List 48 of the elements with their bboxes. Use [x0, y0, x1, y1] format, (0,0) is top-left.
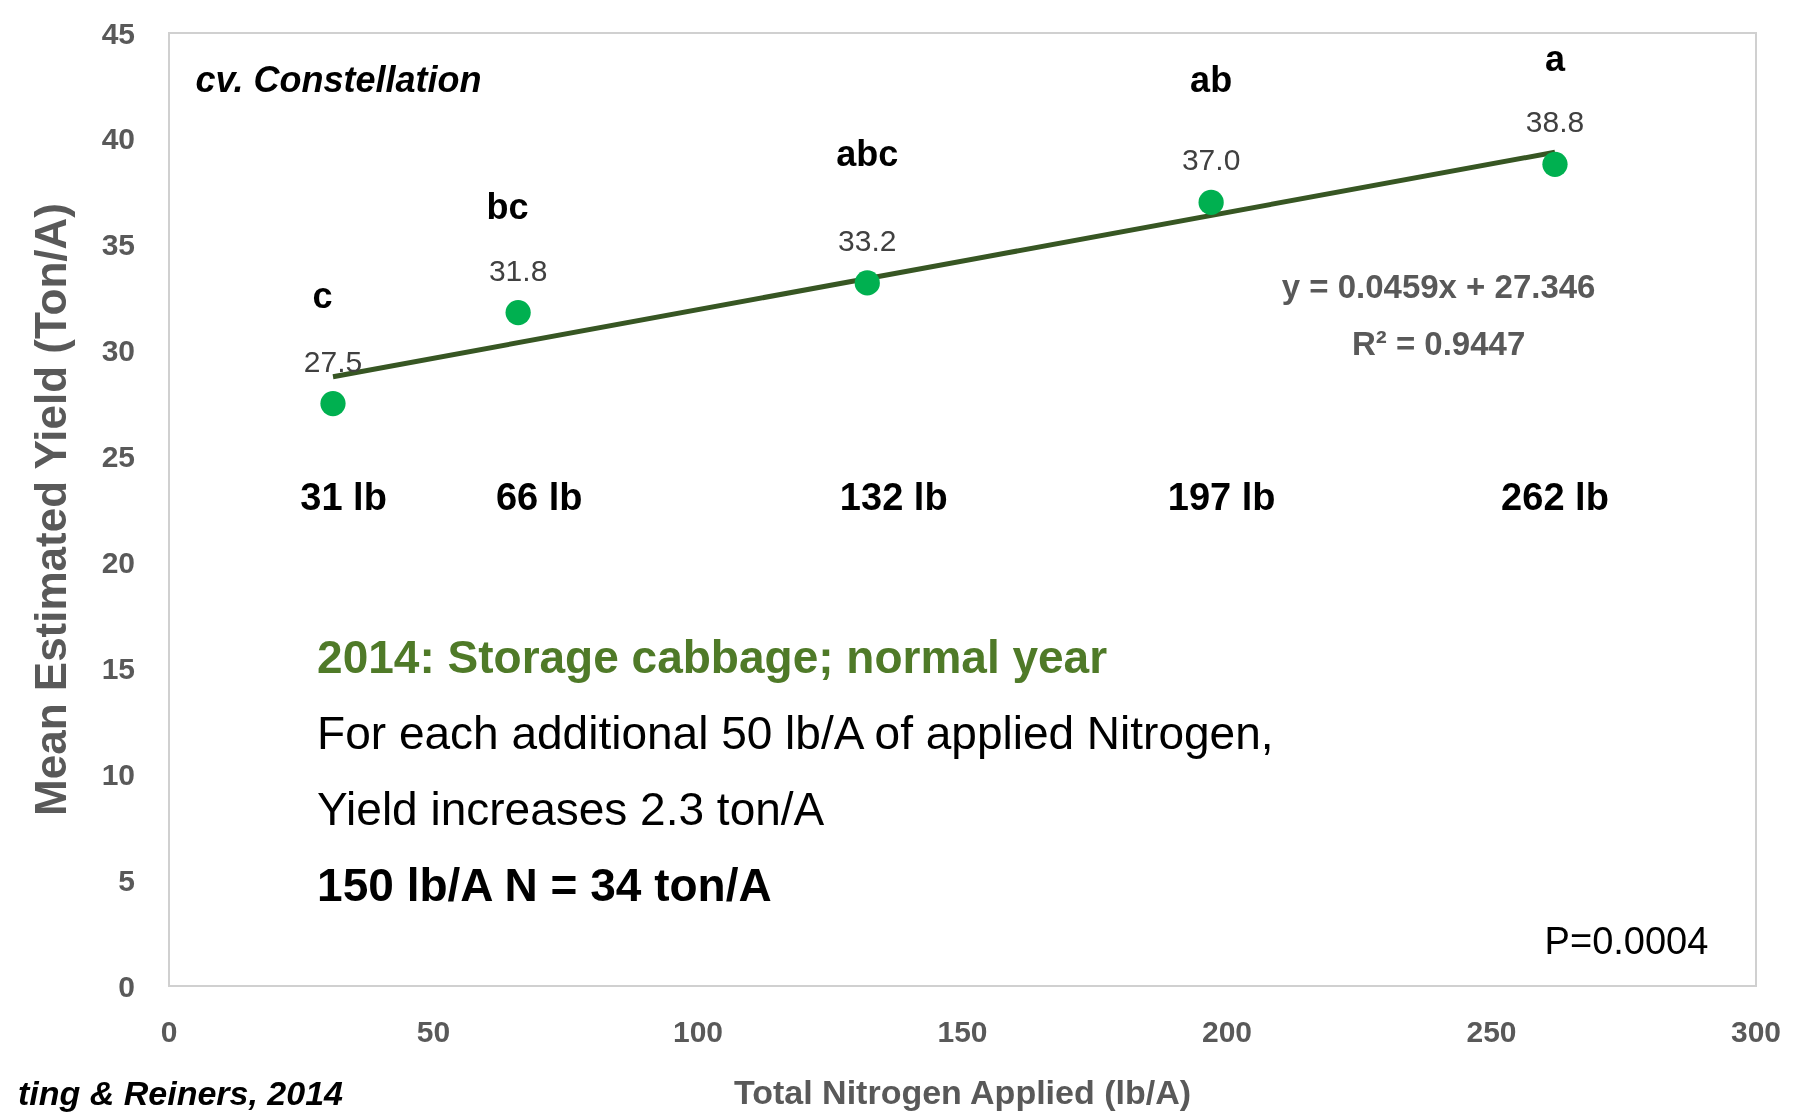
x-tick-label: 100	[672, 1015, 724, 1048]
y-tick-label: 0	[118, 969, 135, 1003]
data-label: 33.2	[838, 223, 897, 257]
y-tick-label: 30	[101, 334, 135, 368]
data-label: 38.8	[1525, 105, 1585, 139]
point	[1198, 189, 1224, 216]
y-tick-label: 10	[101, 757, 135, 791]
annotation: 31 lb	[300, 475, 387, 518]
annotation: 66 lb	[496, 475, 583, 518]
annotation: 262 lb	[1501, 475, 1609, 518]
data-label: 31.8	[488, 253, 548, 287]
x-tick-label: 300	[1730, 1015, 1782, 1048]
annotation: abc	[836, 133, 899, 175]
x-axis-title: Total Nitrogen Applied (lb/A)	[733, 1073, 1192, 1111]
point	[854, 270, 880, 296]
y-tick-label: 15	[101, 651, 135, 685]
y-tick-label: 35	[101, 228, 135, 262]
y-tick-label: 20	[101, 545, 135, 579]
x-tick-label: 150	[937, 1015, 988, 1048]
y-tick-label: 40	[101, 122, 135, 156]
annotation: 197 lb	[1167, 475, 1276, 518]
annotation: bc	[486, 186, 529, 228]
text: ting & Reiners, 2014	[18, 1074, 344, 1112]
y-axis-title: Mean Estimated Yield (Ton/A)	[26, 203, 75, 816]
data-label: 27.5	[303, 344, 363, 378]
point	[1542, 151, 1568, 177]
y-tick-label: 45	[101, 16, 135, 50]
annotation: cv. Constellation	[195, 59, 482, 101]
annotation: R² = 0.9447	[1351, 324, 1526, 362]
annotation: Yield increases 2.3 ton/A	[317, 783, 825, 836]
x-tick-label: 250	[1466, 1015, 1517, 1048]
point	[505, 299, 531, 326]
annotation: c	[312, 275, 333, 317]
x-tick-label: 200	[1201, 1015, 1253, 1048]
x-tick-label: 50	[416, 1015, 451, 1048]
annotation: 150 lb/A N = 34 ton/A	[317, 859, 772, 912]
annotation: y = 0.0459x + 27.346	[1281, 267, 1596, 305]
y-tick-label: 25	[101, 440, 135, 474]
data-label: 37.0	[1181, 143, 1241, 177]
annotation: 2014: Storage cabbage; normal year	[317, 630, 1108, 683]
y-tick-label: 5	[118, 863, 135, 897]
annotation: ab	[1190, 59, 1233, 101]
annotation: For each additional 50 lb/A of applied Nitrogen,	[317, 706, 1274, 759]
x-tick-label: 0	[160, 1015, 178, 1048]
annotation: P=0.0004	[1544, 920, 1709, 963]
annotation: 132 lb	[839, 475, 948, 518]
annotation: a	[1544, 38, 1566, 80]
point	[320, 391, 346, 417]
